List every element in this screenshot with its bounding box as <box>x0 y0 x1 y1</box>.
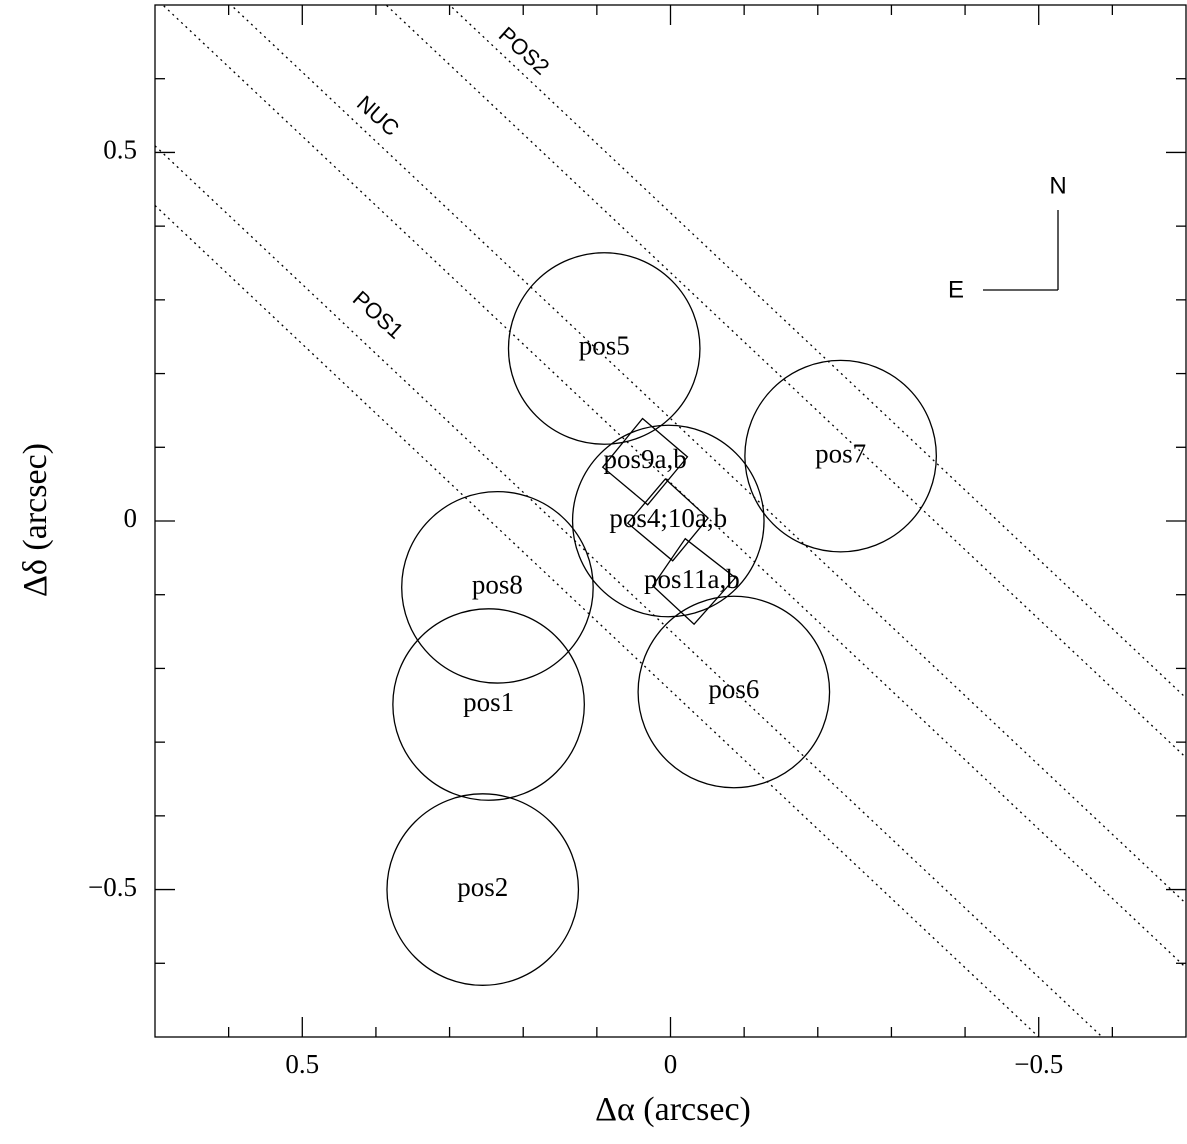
slit-line <box>230 5 1186 905</box>
x-tick-label: 0.5 <box>285 1049 319 1079</box>
slit-box <box>651 537 737 626</box>
aperture <box>386 793 580 986</box>
slit-line <box>385 5 1186 759</box>
box-label: pos9a,b <box>603 444 686 474</box>
aperture <box>392 608 585 801</box>
compass-n-label: N <box>1049 172 1066 199</box>
slit-box <box>601 417 689 506</box>
y-axis-label: Δδ (arcsec) <box>17 443 54 597</box>
slit-line <box>161 5 1186 969</box>
slit-box <box>626 478 709 562</box>
x-axis-label: Δα (arcsec) <box>595 1091 751 1128</box>
aperture-label: pos4;10a,b <box>609 503 727 533</box>
aperture <box>507 252 701 445</box>
slits <box>155 5 1186 1037</box>
aperture <box>571 424 765 618</box>
aperture <box>401 490 594 684</box>
aperture-label: pos2 <box>457 872 508 902</box>
y-tick-label: 0.5 <box>103 135 137 165</box>
box-label: pos11a,b <box>644 564 740 594</box>
slit-label: POS2 <box>494 22 554 80</box>
slit-label: NUC <box>352 91 404 142</box>
aperture <box>637 595 831 789</box>
aperture-label: pos6 <box>708 674 759 704</box>
y-tick-label: −0.5 <box>88 872 137 902</box>
slit-line <box>155 205 1040 1037</box>
compass-e-label: E <box>948 276 964 303</box>
y-tick-label: 0 <box>124 503 138 533</box>
slit-line <box>155 145 1104 1037</box>
aperture-label: pos5 <box>579 331 630 361</box>
x-tick-label: −0.5 <box>1014 1049 1063 1079</box>
x-tick-label: 0 <box>664 1049 678 1079</box>
aperture-label: pos1 <box>463 687 514 717</box>
aperture-label: pos7 <box>815 438 866 468</box>
aperture <box>744 359 938 553</box>
aperture-label: pos8 <box>472 570 523 600</box>
